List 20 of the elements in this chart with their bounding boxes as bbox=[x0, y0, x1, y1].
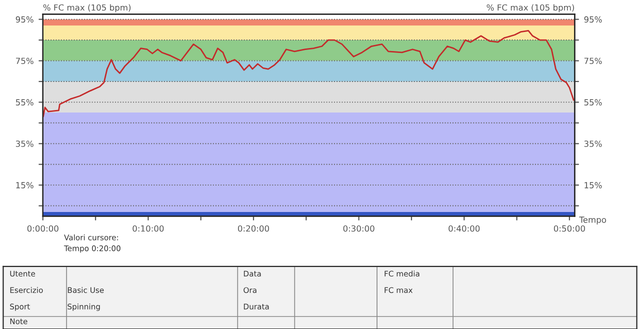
x-tick-label: 0:00:00 bbox=[27, 225, 58, 232]
y2-tick-label: 55% bbox=[584, 99, 602, 106]
y2-tick-label: 95% bbox=[584, 16, 602, 23]
x-tick-label: 0:50:00 bbox=[554, 225, 585, 232]
y2-tick-label: 75% bbox=[584, 58, 602, 64]
y-tick-label: 55% bbox=[16, 99, 34, 106]
y-tick-label: 15% bbox=[16, 182, 34, 188]
x-tick-label: 0:40:00 bbox=[448, 225, 480, 232]
y-axis-title: % FC max (105 bpm) bbox=[43, 4, 131, 12]
y2-tick-label: 35% bbox=[584, 140, 602, 147]
line-series bbox=[42, 30, 574, 118]
y-tick-label: 95% bbox=[16, 16, 34, 23]
x-tick-label: 0:30:00 bbox=[343, 225, 374, 232]
y2-axis-title: % FC max (105 bpm) bbox=[486, 4, 574, 12]
x-axis-title: Tempo bbox=[579, 216, 606, 224]
y2-tick-label: 15% bbox=[584, 182, 602, 188]
y-tick-label: 35% bbox=[16, 140, 34, 147]
x-tick-label: 0:20:00 bbox=[238, 225, 270, 232]
y-tick-label: 75% bbox=[16, 58, 34, 64]
x-tick-label: 0:10:00 bbox=[132, 225, 164, 232]
